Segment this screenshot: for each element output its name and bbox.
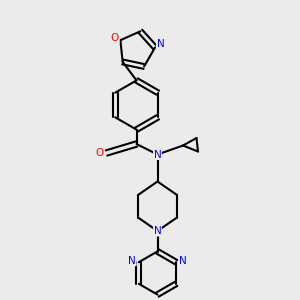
Text: O: O [111, 33, 119, 43]
Text: N: N [154, 149, 161, 160]
Text: N: N [128, 256, 136, 266]
Text: N: N [179, 256, 187, 266]
Text: N: N [157, 39, 164, 49]
Text: O: O [96, 148, 104, 158]
Text: N: N [154, 226, 161, 236]
